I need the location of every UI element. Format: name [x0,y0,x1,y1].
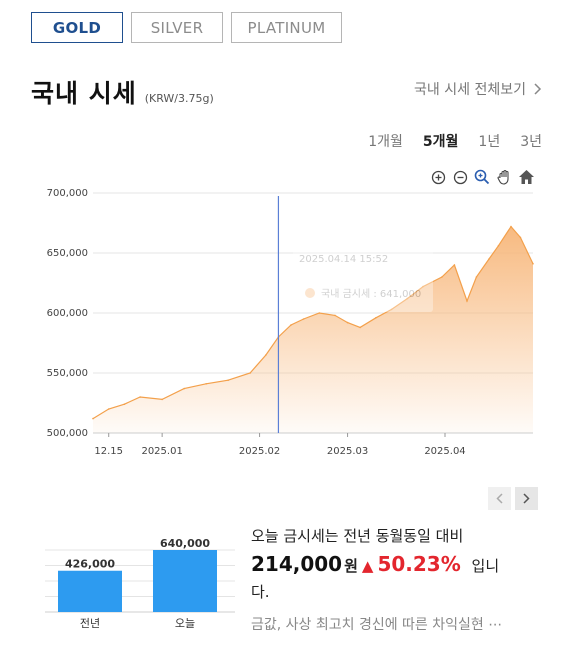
tab-gold[interactable]: GOLD [31,12,123,43]
section-header: 국내 시세 (KRW/3.75g) [31,74,214,110]
zoom-out-icon[interactable] [451,168,469,186]
tab-silver[interactable]: SILVER [131,12,223,43]
data-point [510,225,512,228]
data-point [488,258,490,260]
period-1y[interactable]: 1년 [478,134,501,150]
x-tick-label: 2025.04 [424,446,465,457]
tooltip-box [293,242,433,312]
y-tick-label: 650,000 [47,248,88,259]
data-point [161,398,163,401]
bar-category-label: 오늘 [175,617,195,630]
data-point [139,396,141,398]
change-rate: 50.23% [377,552,461,576]
data-point [532,263,534,265]
data-point [205,383,207,385]
price-area-chart[interactable]: 500,000 550,000 600,000 650,000 700,000 12.15… [31,180,545,470]
next-button[interactable] [515,487,538,510]
data-point [422,285,424,288]
chart-nav [488,487,538,510]
data-point [375,317,377,319]
tooltip-value: 국내 금시세 : 641,000 [321,288,421,300]
page-title: 국내 시세 [31,79,137,108]
data-point [290,324,292,326]
y-tick-label: 600,000 [47,308,88,319]
data-point [359,326,361,329]
home-icon[interactable] [517,168,535,186]
price-summary: 오늘 금시세는 전년 동월동일 대비 214,000 원 ▲ 50.23% 입니 다.… [251,524,541,634]
data-point [497,245,500,247]
period-selector: 1개월 5개월 1년 3년 [368,131,542,151]
data-point [406,297,409,300]
x-tick-label: 2025.01 [141,446,182,457]
data-point [390,308,393,311]
data-point [475,276,478,278]
y-tick-label: 550,000 [47,368,88,379]
data-point [227,379,229,381]
y-tick-label: 700,000 [47,188,88,199]
y-tick-label: 500,000 [47,428,88,439]
prev-button[interactable] [488,487,511,510]
year-compare-bar-chart: 426,000 전년 640,000 오늘 [45,537,235,630]
tooltip-marker [305,288,315,298]
view-all-label: 국내 시세 전체보기 [414,82,526,98]
data-point [265,354,267,356]
summary-tail: 입니 [471,557,500,575]
data-point [318,312,321,314]
unit-label: (KRW/3.75g) [144,92,214,105]
chart-toolbar [429,168,535,186]
chevron-left-icon [496,493,503,504]
chart-tooltip: 2025.04.14 15:52 국내 금시세 : 641,000 [293,242,433,312]
period-3y[interactable]: 3년 [520,134,542,150]
data-point [346,321,349,324]
x-tick-label: 2025.02 [239,446,280,457]
data-point [123,403,126,405]
up-arrow-icon: ▲ [361,557,374,575]
data-point [107,408,110,410]
data-point [519,236,522,239]
price-area [93,226,533,433]
news-headline[interactable]: 금값, 사상 최고치 경신에 따른 차익실현 ⋯ [251,617,503,633]
data-point [302,318,305,320]
summary-end: 다. [251,583,270,601]
period-5m[interactable]: 5개월 [422,134,459,150]
bar-value-label: 426,000 [65,558,115,571]
data-point [334,314,336,317]
data-point [183,387,185,390]
chevron-right-icon [523,493,530,504]
currency-label: 원 [344,557,358,575]
price-line [92,225,534,420]
metal-tabs: GOLD SILVER PLATINUM [31,12,342,43]
change-amount: 214,000 [251,552,343,576]
data-point [249,372,251,374]
compare-bar [58,570,122,612]
view-all-link[interactable]: 국내 시세 전체보기 [414,79,542,99]
zoom-select-icon[interactable] [473,168,491,186]
x-tick-label: 2025.03 [327,446,368,457]
tooltip-date: 2025.04.14 15:52 [299,254,388,265]
bar-value-label: 640,000 [160,537,210,550]
pan-hand-icon[interactable] [495,168,513,186]
data-point [466,300,468,302]
summary-change: 214,000 원 ▲ 50.23% 입니 [251,550,541,580]
x-tick-label: 12.15 [94,446,123,457]
summary-intro: 오늘 금시세는 전년 동월동일 대비 [251,527,464,545]
bar-category-label: 전년 [80,617,100,630]
tab-platinum[interactable]: PLATINUM [231,12,342,43]
data-point [453,264,456,266]
data-point [441,276,443,278]
compare-bar [153,550,217,612]
zoom-in-icon[interactable] [429,168,447,186]
chevron-right-icon [534,80,542,99]
period-1m[interactable]: 1개월 [368,134,403,150]
data-point [92,417,94,420]
